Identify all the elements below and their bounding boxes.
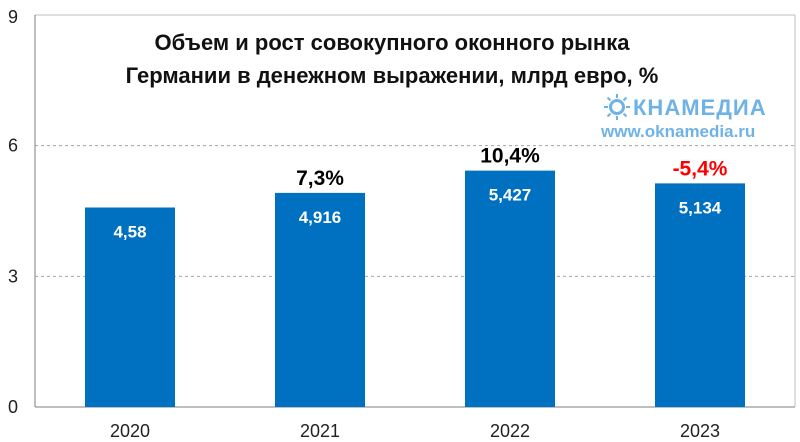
growth-label-2022: 10,4%	[480, 145, 540, 168]
x-tick-label-2023: 2023	[680, 421, 720, 441]
chart-title-line-1: Объем и рост совокупного оконного рынка	[155, 30, 631, 55]
y-tick-label: 0	[8, 397, 18, 417]
x-tick-label-2021: 2021	[300, 421, 340, 441]
logo-url: www.oknamedia.ru	[600, 122, 755, 141]
data-label-2021: 4,916	[299, 208, 342, 227]
growth-label-2021: 7,3%	[296, 167, 344, 190]
bar-2020	[85, 207, 175, 407]
bar-2023	[655, 183, 745, 407]
data-label-2022: 5,427	[489, 186, 532, 205]
bar-2022	[465, 170, 555, 407]
label-layer: 4,58 2020 4,916 7,3% 2021 5,427 10,4% 2022 5,134…	[110, 145, 728, 441]
y-tick-label: 3	[8, 266, 18, 286]
data-label-2023: 5,134	[679, 198, 722, 217]
logo-text: КНАМЕДИА	[633, 95, 767, 120]
bar-layer	[85, 170, 745, 407]
x-tick-label-2022: 2022	[490, 421, 530, 441]
y-tick-label: 9	[8, 7, 18, 27]
growth-label-2023: -5,4%	[673, 157, 728, 180]
data-label-2020: 4,58	[113, 223, 146, 242]
chart-title-line-2: Германии в денежном выражении, млрд евро…	[126, 63, 659, 88]
sun-icon	[604, 94, 630, 120]
bar-2021	[275, 192, 365, 407]
x-tick-label-2020: 2020	[110, 421, 150, 441]
brand-logo: КНАМЕДИА www.oknamedia.ru	[600, 94, 767, 141]
y-tick-label: 6	[8, 136, 18, 156]
